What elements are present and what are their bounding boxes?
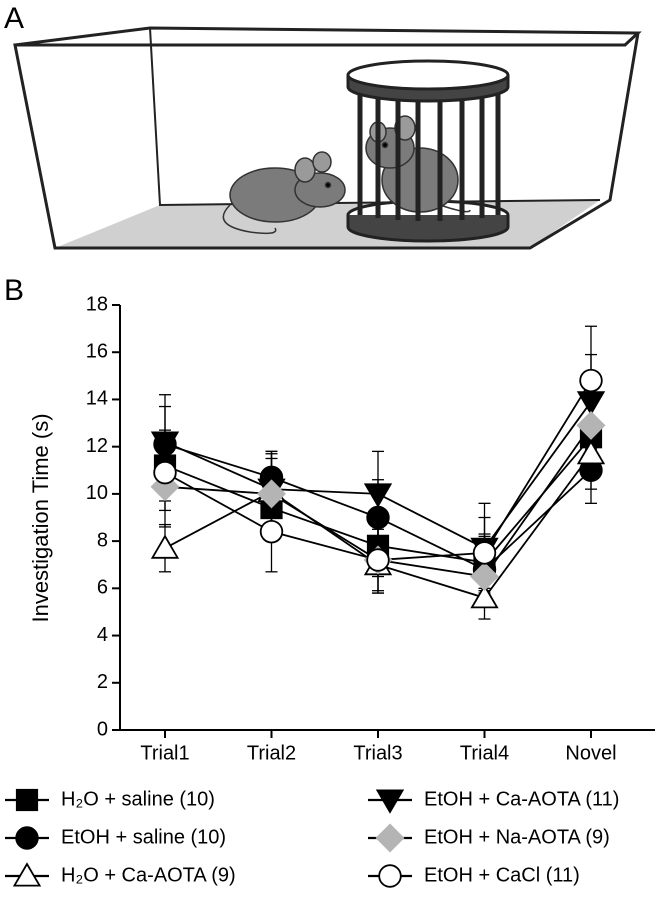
marker xyxy=(472,541,497,565)
x-tick-label: Trial1 xyxy=(140,742,189,764)
marker xyxy=(257,479,286,509)
y-tick-label: 6 xyxy=(97,577,108,599)
y-tick-label: 2 xyxy=(97,671,108,693)
cage-outline xyxy=(13,26,642,250)
panel-label: A xyxy=(4,2,24,35)
marker xyxy=(375,789,405,814)
legend-label: EtOH + Ca-AOTA (11) xyxy=(424,788,619,810)
marker xyxy=(363,483,393,508)
marker xyxy=(470,583,499,609)
floor xyxy=(55,200,600,248)
marker xyxy=(15,788,39,812)
legend-label: EtOH + Na-AOTA (9) xyxy=(424,826,610,848)
x-tick-label: Trial4 xyxy=(460,742,509,764)
y-tick-label: 12 xyxy=(86,435,108,457)
legend-label: EtOH + CaCl (11) xyxy=(424,864,580,886)
cage-back xyxy=(149,27,601,207)
y-tick-label: 0 xyxy=(97,718,108,740)
marker xyxy=(366,505,390,530)
marker xyxy=(375,823,405,853)
marker xyxy=(150,534,180,559)
mouse-left xyxy=(222,151,346,235)
marker xyxy=(153,460,177,485)
cage-top xyxy=(346,59,510,91)
cage-bars xyxy=(357,88,501,221)
marker xyxy=(378,864,402,888)
marker xyxy=(579,368,603,393)
marker xyxy=(12,862,42,887)
legend-label: EtOH + saline (10) xyxy=(61,826,226,848)
y-tick-label: 16 xyxy=(86,341,108,363)
x-tick-label: Novel xyxy=(565,742,616,764)
marker xyxy=(470,562,499,592)
y-tick-label: 10 xyxy=(86,482,108,504)
marker xyxy=(150,431,180,456)
marker xyxy=(576,391,606,416)
marker xyxy=(366,548,390,572)
y-tick-label: 4 xyxy=(97,624,108,646)
legend-label: H₂O + saline (10) xyxy=(61,788,215,810)
marker xyxy=(259,519,284,544)
marker xyxy=(576,410,606,440)
marker xyxy=(576,439,606,465)
y-axis-label: Investigation Time (s) xyxy=(28,413,53,622)
x-tick-label: Trial3 xyxy=(353,742,402,764)
y-tick-label: 18 xyxy=(86,293,108,315)
panel-label: B xyxy=(4,274,24,307)
cage-illustration xyxy=(13,26,642,250)
legend-label: H₂O + Ca-AOTA (9) xyxy=(61,864,236,886)
y-tick-label: 8 xyxy=(97,529,108,551)
cage-base-rim xyxy=(346,215,510,243)
x-tick-label: Trial2 xyxy=(247,742,296,764)
y-tick-label: 14 xyxy=(86,388,108,410)
marker xyxy=(15,826,39,850)
